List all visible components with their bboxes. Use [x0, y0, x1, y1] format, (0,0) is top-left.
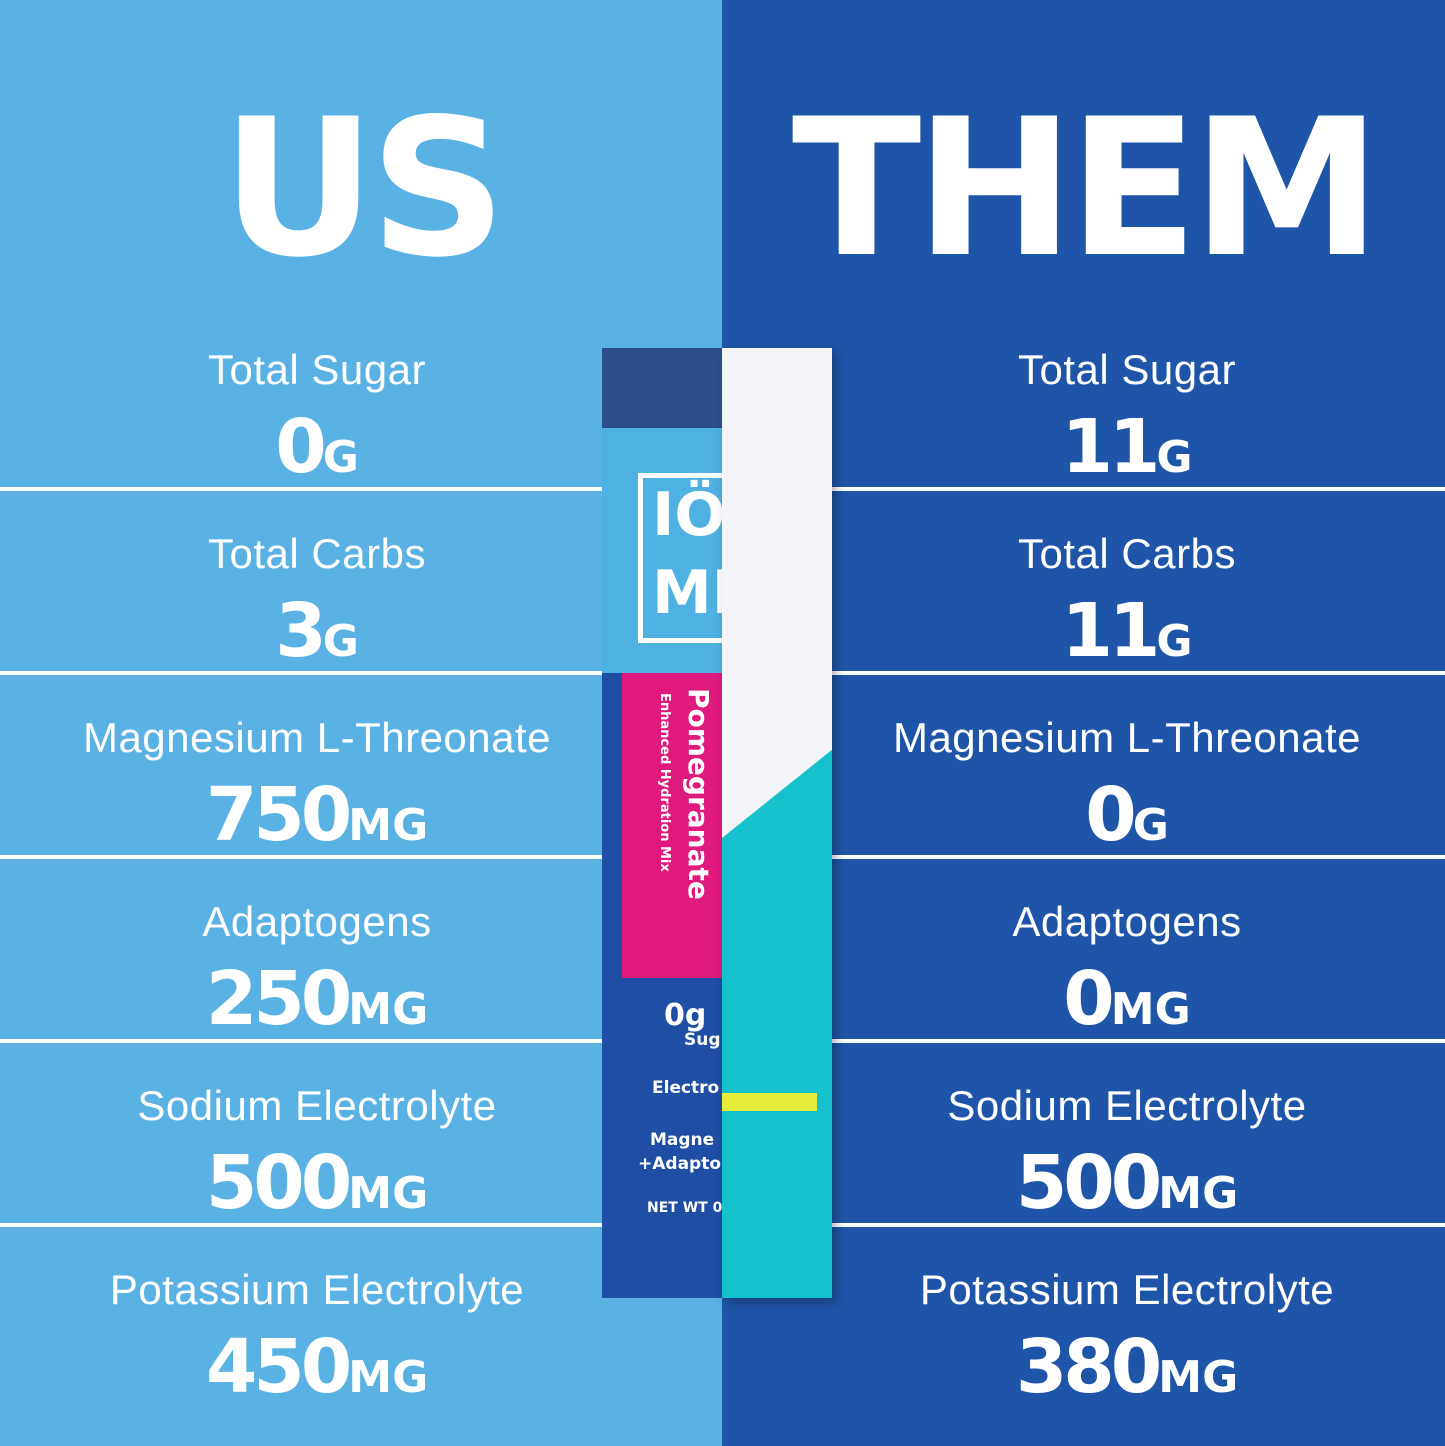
us-row: Magnesium L-Threonate 750MG [0, 702, 634, 886]
competitor-packet [722, 348, 832, 1298]
row-divider [820, 671, 1445, 675]
berry-graphic [602, 348, 722, 428]
nutrient-value: 750MG [205, 772, 429, 858]
nutrient-label: Sodium Electrolyte [947, 1082, 1307, 1129]
product-packet: IÖ MI Pomegranate Enhanced Hydration Mix… [602, 348, 722, 1298]
us-panel: US Total Sugar 0G Total Carbs 3G Magnesium… [0, 0, 722, 1446]
nutrient-label: Magnesium L-Threonate [892, 714, 1362, 761]
them-panel: THEM Total Sugar 11G Total Carbs 11G Magne… [722, 0, 1445, 1446]
nutrient-label: Adaptogens [1012, 898, 1242, 945]
product-packet-image: IÖ MI Pomegranate Enhanced Hydration Mix… [602, 348, 832, 1298]
nutrient-value: 0G [275, 404, 359, 490]
row-divider [820, 1039, 1445, 1043]
unit: G [322, 616, 359, 667]
them-title: THEM [791, 78, 1381, 299]
nutrient-value: 11G [1061, 588, 1193, 674]
nutrient-value: 380MG [1015, 1324, 1239, 1410]
unit: G [1156, 616, 1193, 667]
unit: MG [348, 984, 429, 1035]
unit: MG [1158, 1352, 1239, 1403]
nutrient-label: Total Carbs [1018, 530, 1236, 577]
us-row: Total Sugar 0G [0, 334, 634, 518]
row-divider [820, 1223, 1445, 1227]
them-row: Total Carbs 11G [802, 518, 1445, 702]
nutrient-label: Adaptogens [202, 898, 432, 945]
packet-flavor: Pomegranate [682, 688, 715, 900]
them-row: Potassium Electrolyte 380MG [802, 1254, 1445, 1438]
nutrient-label: Total Sugar [208, 346, 426, 393]
nutrient-value: 450MG [205, 1324, 429, 1410]
nutrient-value: 3G [275, 588, 359, 674]
nutrient-label: Potassium Electrolyte [919, 1266, 1335, 1313]
nutrient-value: 0G [1085, 772, 1169, 858]
nutrient-label: Magnesium L-Threonate [82, 714, 552, 761]
unit: MG [1110, 984, 1191, 1035]
nutrient-value: 250MG [205, 956, 429, 1042]
them-row: Magnesium L-Threonate 0G [802, 702, 1445, 886]
unit: G [1156, 432, 1193, 483]
row-divider [0, 671, 620, 675]
nutrient-value: 0MG [1063, 956, 1191, 1042]
row-divider [0, 1039, 620, 1043]
nutrient-label: Sodium Electrolyte [137, 1082, 497, 1129]
unit: G [322, 432, 359, 483]
unit: MG [348, 1168, 429, 1219]
them-row: Total Sugar 11G [802, 334, 1445, 518]
us-row: Potassium Electrolyte 450MG [0, 1254, 634, 1438]
row-divider [0, 1223, 620, 1227]
them-row: Adaptogens 0MG [802, 886, 1445, 1070]
nutrient-value: 500MG [1015, 1140, 1239, 1226]
us-row: Adaptogens 250MG [0, 886, 634, 1070]
nutrient-value: 11G [1061, 404, 1193, 490]
us-row: Sodium Electrolyte 500MG [0, 1070, 634, 1254]
nutrient-label: Potassium Electrolyte [109, 1266, 525, 1313]
them-row: Sodium Electrolyte 500MG [802, 1070, 1445, 1254]
unit: G [1132, 800, 1169, 851]
packet-logo: IÖ MI [602, 428, 722, 673]
us-row: Total Carbs 3G [0, 518, 634, 702]
row-divider [820, 855, 1445, 859]
unit: MG [348, 1352, 429, 1403]
unit: MG [348, 800, 429, 851]
unit: MG [1158, 1168, 1239, 1219]
nutrient-label: Total Carbs [208, 530, 426, 577]
nutrient-value: 500MG [205, 1140, 429, 1226]
row-divider [0, 855, 620, 859]
nutrient-label: Total Sugar [1018, 346, 1236, 393]
row-divider [820, 487, 1445, 491]
us-title: US [221, 78, 506, 299]
packet-subtitle: Enhanced Hydration Mix [657, 693, 672, 872]
row-divider [0, 487, 620, 491]
